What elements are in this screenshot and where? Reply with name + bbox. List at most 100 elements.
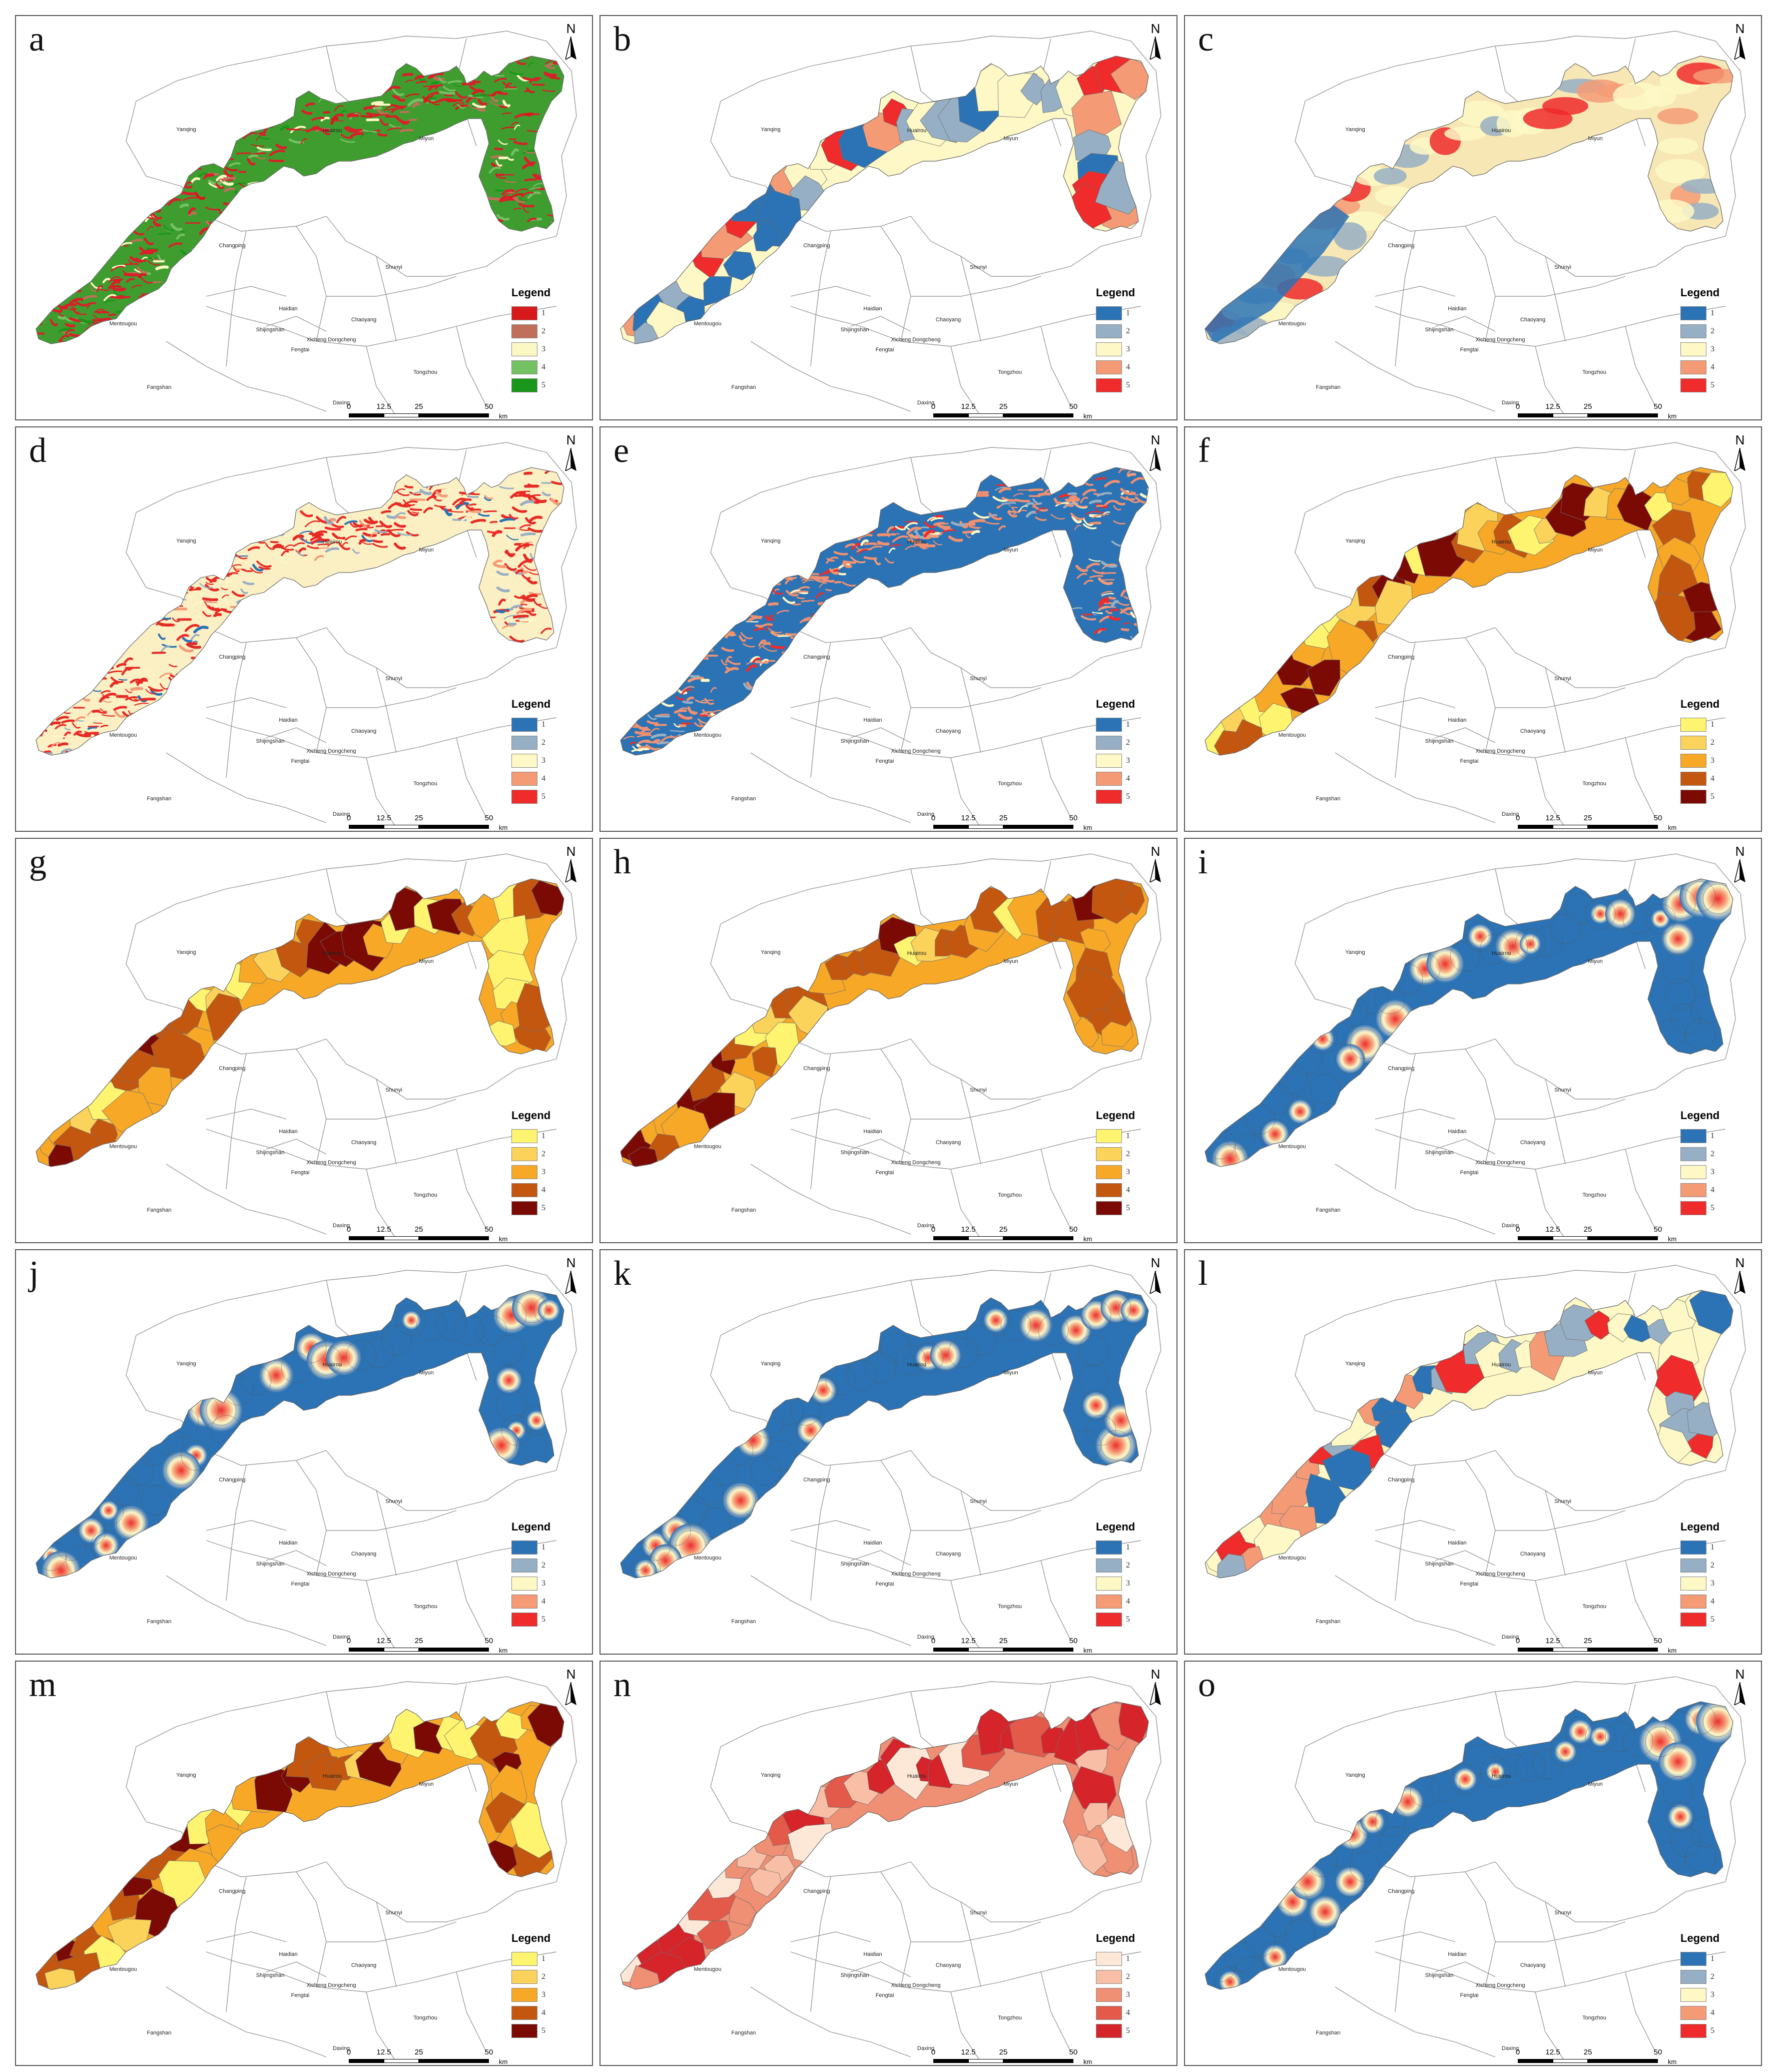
place-name: Tongzhou bbox=[998, 781, 1022, 787]
map-panel-c: Yanqing Huairou Miyun Changping Shunyi Haidia… bbox=[1184, 15, 1762, 420]
terrain-stroke bbox=[528, 592, 542, 595]
place-name: Chaoyang bbox=[1520, 728, 1545, 734]
zone-class-4 bbox=[1121, 883, 1145, 915]
terrain-stroke bbox=[521, 191, 534, 198]
district-boundary bbox=[166, 752, 327, 823]
district-boundary bbox=[126, 923, 182, 1009]
district-boundary bbox=[960, 1079, 981, 1165]
terrain-stroke bbox=[94, 310, 110, 314]
terrain-stroke bbox=[272, 531, 285, 537]
legend-title: Legend bbox=[1680, 286, 1720, 299]
terrain-stroke bbox=[910, 538, 922, 544]
terrain-stroke bbox=[1088, 558, 1101, 562]
scale-tick-label: 50 bbox=[1653, 402, 1662, 411]
scale-segment bbox=[968, 413, 1003, 417]
terrain-stroke bbox=[361, 535, 373, 543]
terrain-stroke bbox=[108, 313, 117, 317]
district-boundary bbox=[226, 1054, 247, 1190]
terrain-stroke bbox=[529, 187, 540, 190]
terrain-stroke bbox=[83, 336, 99, 344]
place-name: Xicheng Dongcheng bbox=[1475, 337, 1525, 343]
north-label: N bbox=[1150, 844, 1160, 859]
terrain-stroke bbox=[644, 740, 659, 744]
legend-class-label: 3 bbox=[541, 1168, 545, 1176]
terrain-stroke bbox=[710, 687, 717, 693]
district-boundary bbox=[316, 1951, 557, 1992]
terrain-stroke bbox=[753, 628, 765, 632]
place-name: Daxing bbox=[333, 400, 350, 406]
district-boundary bbox=[456, 1971, 487, 2052]
place-name: Tongzhou bbox=[1582, 369, 1606, 375]
terrain-stroke bbox=[734, 611, 744, 616]
terrain-stroke bbox=[371, 101, 384, 105]
north-label: N bbox=[1735, 432, 1745, 447]
scale-segment bbox=[1518, 1236, 1553, 1240]
village-boundary bbox=[1532, 1749, 1563, 1780]
terrain-stroke bbox=[374, 529, 387, 534]
terrain-stroke bbox=[1098, 597, 1109, 605]
zone-class-4 bbox=[1657, 108, 1698, 125]
terrain-stroke bbox=[358, 539, 366, 545]
legend-class-label: 4 bbox=[1126, 2008, 1130, 2017]
district-boundary bbox=[1465, 1460, 1496, 1576]
terrain-stroke bbox=[162, 191, 171, 193]
terrain-stroke bbox=[426, 495, 437, 501]
terrain-stroke bbox=[59, 334, 70, 342]
legend-swatch bbox=[1096, 378, 1122, 392]
zone-class-1 bbox=[1412, 1365, 1437, 1395]
terrain-stroke bbox=[252, 564, 264, 572]
legend-class-label: 3 bbox=[541, 756, 545, 765]
terrain-stroke bbox=[621, 713, 627, 720]
terrain-stroke bbox=[215, 565, 225, 571]
terrain-stroke bbox=[721, 647, 735, 652]
place-name: Yanqing bbox=[176, 1772, 196, 1778]
terrain-stroke bbox=[472, 103, 486, 109]
place-name: Yanqing bbox=[176, 538, 196, 544]
district-boundary bbox=[136, 1676, 577, 1882]
terrain-stroke bbox=[942, 529, 955, 533]
terrain-stroke bbox=[1098, 600, 1109, 608]
place-name: Miyun bbox=[419, 1370, 433, 1376]
terrain-stroke bbox=[256, 134, 266, 141]
legend-swatch bbox=[511, 2024, 537, 2038]
terrain-stroke bbox=[108, 276, 121, 283]
terrain-stroke bbox=[526, 87, 535, 94]
scale-segment bbox=[1003, 825, 1073, 829]
district-boundary bbox=[1495, 1921, 1626, 1942]
terrain-stroke bbox=[130, 239, 143, 243]
terrain-stroke bbox=[532, 599, 541, 606]
legend-swatch bbox=[1680, 324, 1706, 338]
map-legend: Legend 1 2 3 4 5 bbox=[1096, 1520, 1148, 1629]
terrain-stroke bbox=[168, 198, 182, 206]
place-name: Fangshan bbox=[147, 1207, 172, 1213]
place-name: Mentougou bbox=[1278, 1144, 1306, 1150]
terrain-stroke bbox=[1088, 522, 1101, 526]
terrain-stroke bbox=[137, 294, 147, 301]
terrain-stroke bbox=[328, 539, 344, 544]
place-name: Chaoyang bbox=[936, 317, 961, 323]
terrain-stroke bbox=[634, 731, 651, 735]
legend-class-label: 1 bbox=[1710, 1132, 1714, 1140]
place-name: Shunyi bbox=[385, 264, 402, 270]
district-boundary bbox=[1395, 642, 1416, 778]
district-boundary bbox=[1545, 256, 1566, 342]
legend-swatch bbox=[1096, 2006, 1122, 2020]
legend-entry: 3 bbox=[1680, 1575, 1733, 1593]
hotspot bbox=[483, 1427, 520, 1464]
terrain-stroke bbox=[1083, 519, 1093, 527]
district-boundary bbox=[1040, 1971, 1071, 2052]
place-name: Mentougou bbox=[694, 1966, 721, 1972]
terrain-stroke bbox=[511, 122, 519, 126]
map-canvas: Yanqing HuairouMiyunChangpingShunyiHaidia… bbox=[1205, 31, 1746, 417]
place-name: Fengtai bbox=[291, 1581, 310, 1587]
terrain-stroke bbox=[495, 609, 505, 614]
terrain-stroke bbox=[644, 754, 655, 755]
terrain-stroke bbox=[131, 285, 142, 289]
map-panel-k: Yanqing Huairou Miyun Changping Shunyi Haidia… bbox=[600, 1249, 1177, 1655]
terrain-stroke bbox=[484, 494, 493, 499]
legend-entry: 3 bbox=[511, 1575, 564, 1593]
terrain-stroke bbox=[1080, 496, 1088, 503]
terrain-stroke bbox=[265, 543, 276, 550]
terrain-stroke bbox=[202, 597, 219, 602]
terrain-stroke bbox=[488, 166, 501, 174]
